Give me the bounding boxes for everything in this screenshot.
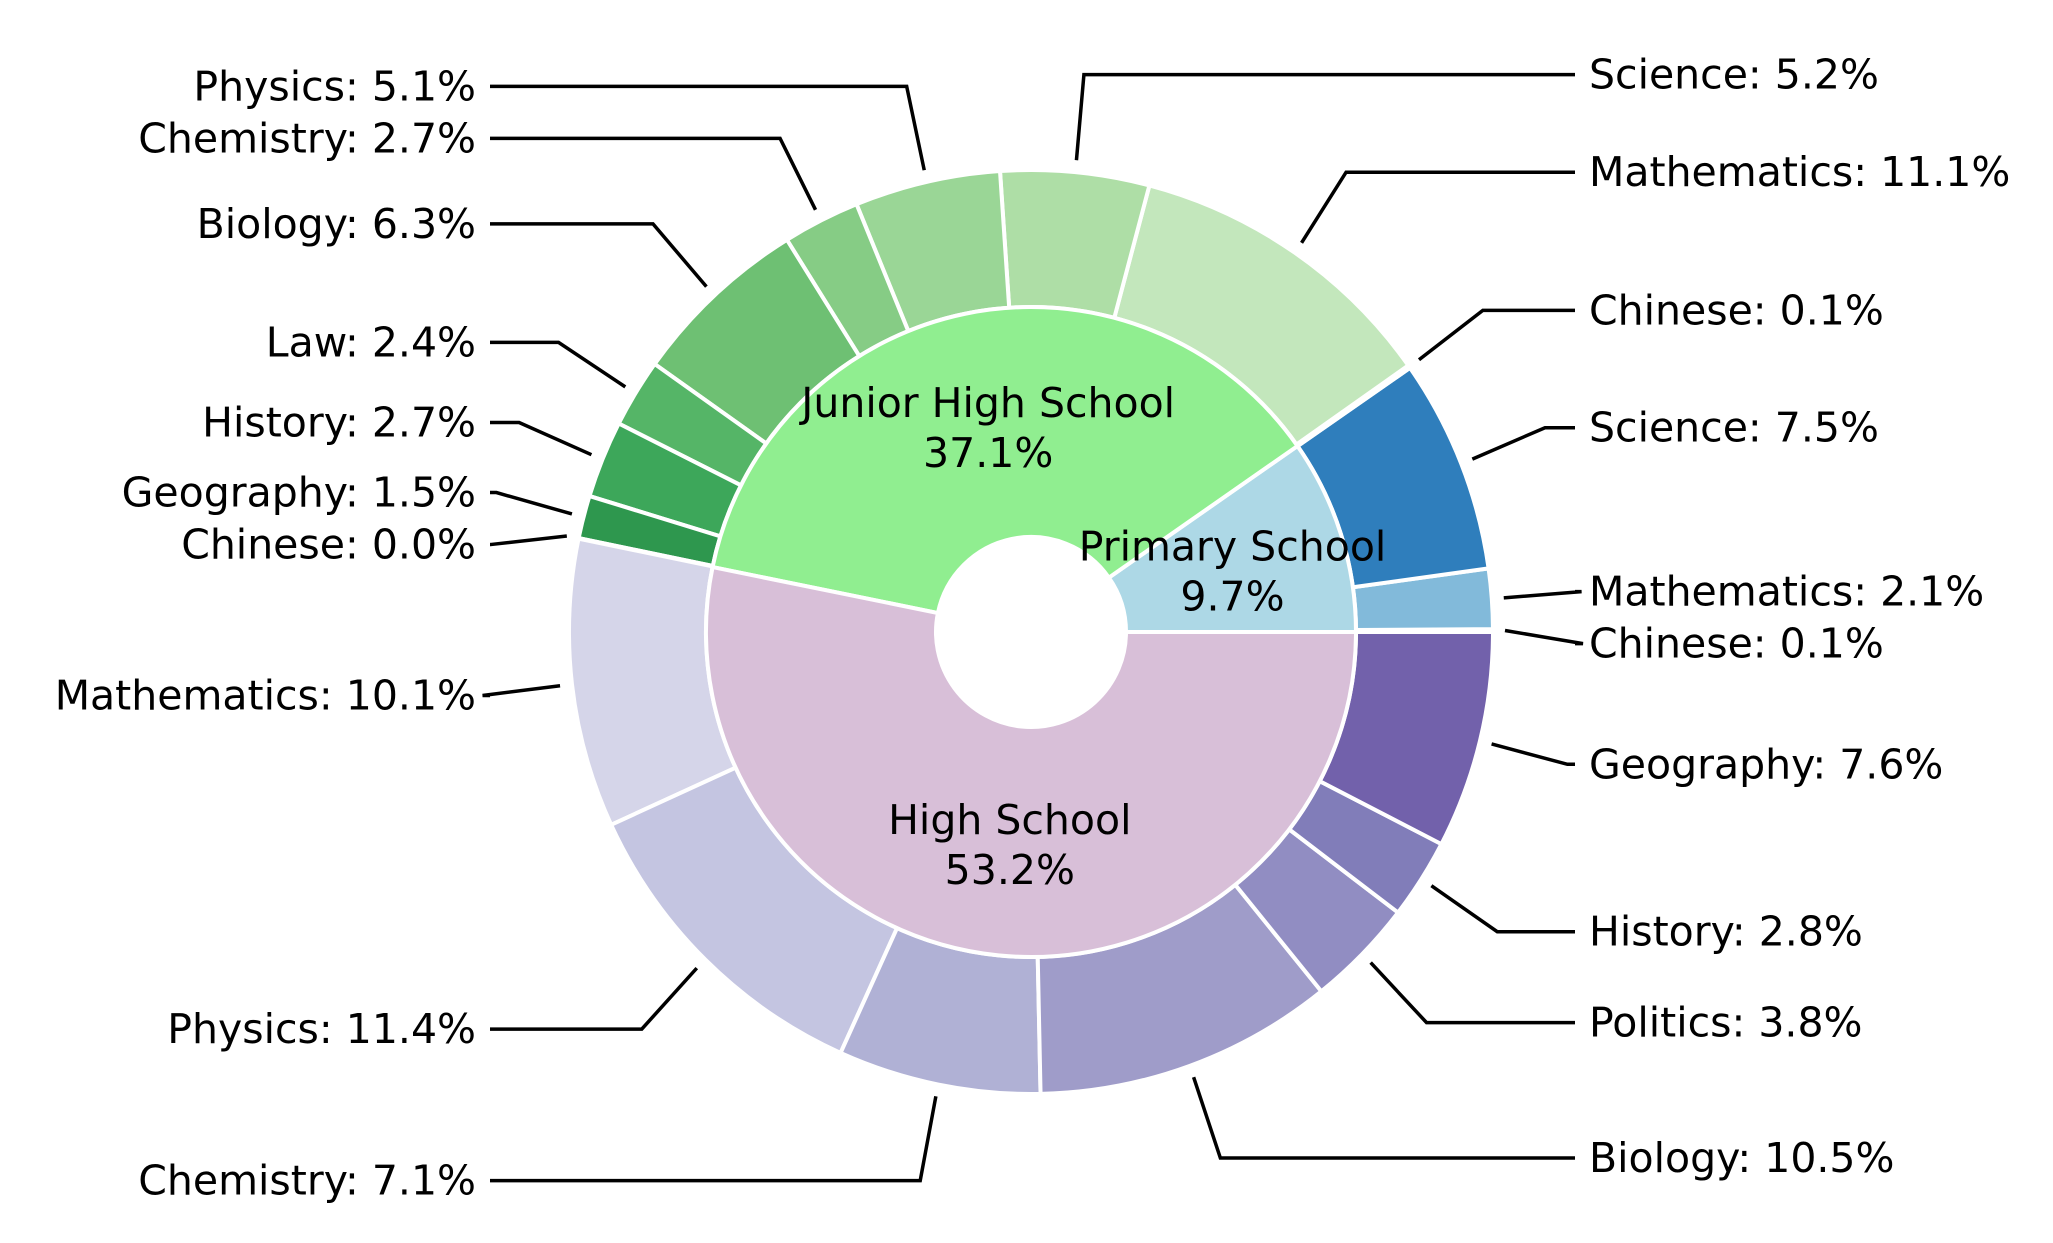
outer-label-junior-high-school-chemistry: Chemistry: 2.7% (138, 114, 476, 162)
leader-high-school-politics (1369, 961, 1575, 1025)
leader-junior-high-school-law (490, 340, 627, 389)
inner-slice-junior-high-school (710, 305, 1301, 616)
leader-primary-school-science (1471, 425, 1575, 461)
leader-high-school-geography (1491, 742, 1575, 767)
outer-label-primary-school-mathematics: Mathematics: 2.1% (1589, 568, 1984, 616)
outer-label-junior-high-school-mathematics: Mathematics: 11.1% (1589, 148, 2010, 196)
outer-label-high-school-chemistry: Chemistry: 7.1% (138, 1157, 476, 1205)
inner-label-high-school: High School (888, 796, 1131, 844)
leader-high-school-biology (1191, 1076, 1575, 1160)
leader-junior-high-school-chemistry (490, 136, 818, 211)
leader-junior-high-school-geography (490, 490, 573, 516)
inner-slice-high-school (704, 564, 1359, 959)
outer-label-high-school-mathematics: Mathematics: 10.1% (55, 671, 476, 719)
outer-label-junior-high-school-geography: Geography: 1.5% (122, 469, 476, 517)
leader-high-school-history (1430, 884, 1575, 934)
outer-label-high-school-history: History: 2.8% (1589, 908, 1863, 956)
outer-label-junior-high-school-science: Science: 5.2% (1589, 51, 1879, 99)
outer-label-primary-school-chinese: Chinese: 0.1% (1589, 620, 1884, 668)
outer-label-junior-high-school-chinese: Chinese: 0.0% (181, 521, 476, 569)
inner-value-primary-school: 9.7% (1180, 573, 1284, 621)
outer-ring (567, 168, 1496, 1096)
leader-high-school-chemistry (490, 1096, 938, 1183)
leader-junior-high-school-history (490, 420, 593, 457)
leader-junior-high-school-science (1074, 72, 1575, 161)
inner-value-high-school: 53.2% (945, 846, 1075, 894)
outer-label-high-school-geography: Geography: 7.6% (1589, 740, 1943, 788)
leader-high-school-mathematics (482, 683, 561, 698)
outer-label-junior-high-school-history: History: 2.7% (202, 398, 476, 446)
leader-junior-high-school-physics (490, 84, 926, 171)
outer-label-primary-school-science: Science: 7.5% (1589, 404, 1879, 452)
inner-label-junior-high-school: Junior High School (798, 379, 1175, 427)
leader-primary-school-mathematics (1503, 589, 1582, 600)
leader-lines (482, 72, 1584, 1183)
inner-slice-primary-school (1106, 443, 1359, 634)
outer-label-junior-high-school-chinese: Chinese: 0.1% (1589, 286, 1884, 334)
leader-junior-high-school-mathematics (1300, 170, 1575, 244)
outer-label-high-school-biology: Biology: 10.5% (1589, 1134, 1894, 1182)
leader-junior-high-school-chinese (1417, 308, 1575, 362)
leader-high-school-physics (490, 966, 699, 1031)
outer-label-junior-high-school-law: Law: 2.4% (266, 318, 476, 366)
leader-junior-high-school-chinese (490, 534, 568, 547)
inner-value-junior-high-school: 37.1% (923, 429, 1053, 477)
outer-label-high-school-physics: Physics: 11.4% (167, 1005, 476, 1053)
outer-label-high-school-politics: Politics: 3.8% (1589, 999, 1863, 1047)
outer-labels: Chinese: 0.1%Mathematics: 2.1%Science: 7… (55, 51, 2011, 1205)
leader-primary-school-chinese (1504, 628, 1584, 646)
inner-label-primary-school: Primary School (1079, 523, 1387, 571)
inner-ring (704, 305, 1359, 959)
outer-label-junior-high-school-physics: Physics: 5.1% (193, 62, 476, 110)
outer-label-junior-high-school-biology: Biology: 6.3% (197, 200, 476, 248)
leader-junior-high-school-biology (490, 222, 708, 288)
